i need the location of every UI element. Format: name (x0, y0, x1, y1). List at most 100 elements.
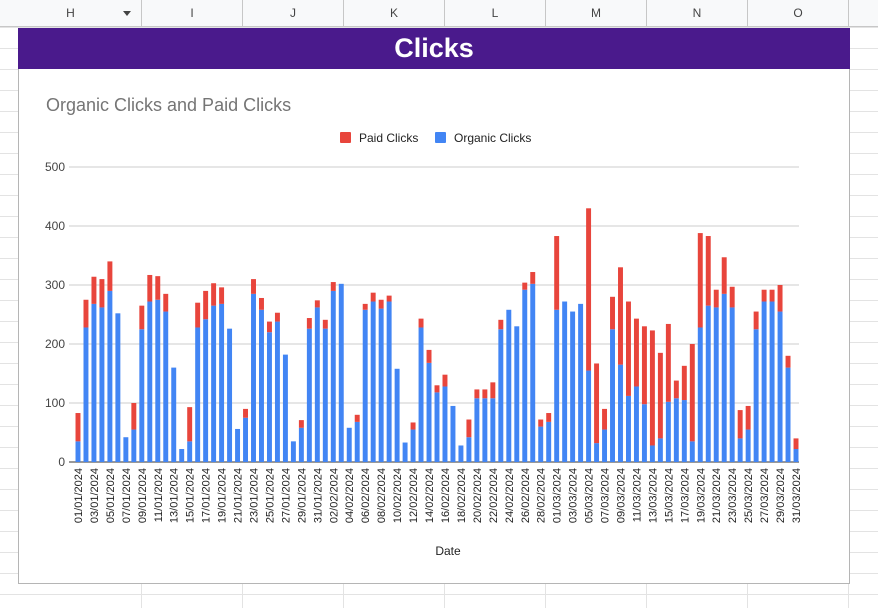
bar-paid (139, 305, 145, 330)
bar-paid (498, 319, 504, 330)
legend-swatch (435, 132, 446, 143)
bar-paid (418, 318, 424, 328)
column-header-h[interactable]: H (0, 0, 142, 26)
bar-paid (243, 408, 249, 418)
bar-organic (641, 404, 647, 462)
filter-dropdown-icon[interactable] (123, 11, 131, 16)
bar-paid (793, 438, 799, 450)
bar-organic (386, 301, 392, 462)
column-header-l[interactable]: L (445, 0, 546, 26)
bar-organic (554, 309, 560, 462)
bar-paid (163, 293, 169, 312)
bar-organic (354, 421, 360, 462)
bar-organic (99, 307, 105, 462)
bar-organic (426, 362, 432, 462)
bar-paid (522, 282, 528, 290)
x-tick-label: 19/03/2024 (695, 468, 707, 523)
bar-organic (466, 437, 472, 462)
x-tick-label: 15/03/2024 (663, 468, 675, 523)
y-tick-label: 100 (45, 396, 65, 410)
bar-paid (761, 289, 767, 302)
x-tick-label: 09/01/2024 (137, 468, 149, 523)
bar-paid (107, 261, 113, 291)
bar-paid (322, 319, 328, 329)
bar-paid (649, 330, 655, 446)
bar-paid (298, 420, 304, 428)
column-header-m[interactable]: M (546, 0, 647, 26)
bar-paid (203, 290, 209, 320)
x-tick-label: 11/01/2024 (153, 468, 165, 522)
bar-paid (354, 414, 360, 422)
x-tick-label: 29/01/2024 (296, 468, 308, 523)
bar-paid (490, 382, 496, 399)
bar-organic (139, 329, 145, 462)
x-tick-label: 20/02/2024 (472, 468, 484, 523)
bar-organic (235, 428, 241, 462)
bar-organic (610, 329, 615, 462)
legend-label: Organic Clicks (454, 131, 531, 145)
column-header-i[interactable]: I (142, 0, 243, 26)
x-tick-label: 14/02/2024 (424, 468, 436, 523)
bar-organic (378, 308, 384, 462)
bar-organic (259, 309, 264, 462)
bar-organic (737, 438, 743, 462)
column-header-j[interactable]: J (243, 0, 344, 26)
x-tick-label: 21/03/2024 (711, 468, 723, 523)
bar-organic (123, 437, 129, 462)
bar-paid (99, 279, 105, 308)
chart-container[interactable]: Organic Clicks and Paid Clicks Paid Click… (18, 69, 850, 584)
stacked-bar-chart[interactable]: Organic Clicks and Paid Clicks Paid Click… (19, 69, 851, 584)
bar-organic (769, 301, 775, 462)
bar-paid (657, 352, 663, 439)
bar-paid (721, 257, 727, 294)
x-tick-label: 05/01/2024 (105, 468, 117, 523)
x-tick-label: 28/02/2024 (536, 468, 548, 523)
bar-organic (370, 301, 376, 462)
column-header-n[interactable]: N (647, 0, 748, 26)
bar-organic (530, 283, 536, 462)
x-tick-label: 17/03/2024 (679, 468, 691, 523)
bar-organic (402, 442, 408, 462)
bar-paid (618, 267, 623, 365)
bar-paid (75, 413, 81, 442)
bar-paid (147, 274, 153, 302)
bar-paid (219, 287, 225, 304)
bar-paid (378, 299, 384, 309)
x-tick-label: 21/01/2024 (233, 468, 245, 523)
bar-organic (777, 311, 783, 462)
y-tick-label: 0 (58, 455, 65, 469)
bar-organic (274, 321, 280, 462)
column-header-k[interactable]: K (344, 0, 445, 26)
bar-paid (610, 296, 615, 330)
bar-organic (681, 400, 687, 462)
x-tick-label: 04/02/2024 (344, 468, 356, 523)
x-tick-label: 29/03/2024 (775, 468, 787, 523)
bar-paid (737, 410, 743, 439)
banner-title[interactable]: Clicks (18, 28, 850, 69)
bar-organic (282, 354, 288, 462)
x-tick-label: 25/03/2024 (743, 468, 755, 523)
bar-organic (179, 449, 185, 462)
bar-organic (458, 445, 464, 462)
bar-organic (227, 328, 233, 462)
bar-organic (713, 307, 719, 462)
bar-paid (259, 297, 264, 310)
x-tick-label: 23/01/2024 (249, 468, 261, 523)
x-tick-label: 18/02/2024 (456, 468, 468, 523)
bar-paid (530, 272, 536, 284)
bar-paid (83, 299, 89, 328)
column-header-label: K (389, 6, 398, 20)
bar-organic (211, 305, 217, 462)
x-tick-label: 03/03/2024 (568, 468, 580, 523)
bar-organic (410, 429, 416, 462)
x-tick-label: 31/01/2024 (312, 468, 324, 523)
bar-paid (769, 289, 775, 302)
bar-paid (681, 365, 687, 401)
bar-organic (330, 290, 336, 462)
bar-organic (506, 309, 512, 462)
bar-organic (203, 319, 209, 462)
column-header-o[interactable]: O (748, 0, 849, 26)
bar-organic (633, 386, 639, 462)
x-tick-label: 23/03/2024 (727, 468, 739, 523)
bar-organic (474, 398, 480, 462)
